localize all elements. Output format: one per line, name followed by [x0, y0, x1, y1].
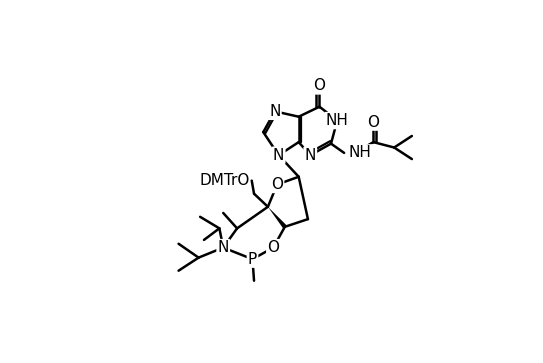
Text: O: O — [267, 240, 279, 255]
Text: DMTrO: DMTrO — [200, 173, 250, 188]
Text: N: N — [305, 148, 316, 163]
Text: N: N — [273, 148, 285, 163]
Text: P: P — [248, 252, 257, 267]
Text: N: N — [218, 240, 229, 255]
Text: O: O — [313, 78, 325, 93]
Text: O: O — [271, 177, 283, 192]
Text: O: O — [368, 115, 380, 130]
Text: NH: NH — [349, 146, 371, 160]
Polygon shape — [268, 207, 287, 228]
Text: NH: NH — [326, 113, 349, 128]
Text: N: N — [269, 104, 281, 119]
